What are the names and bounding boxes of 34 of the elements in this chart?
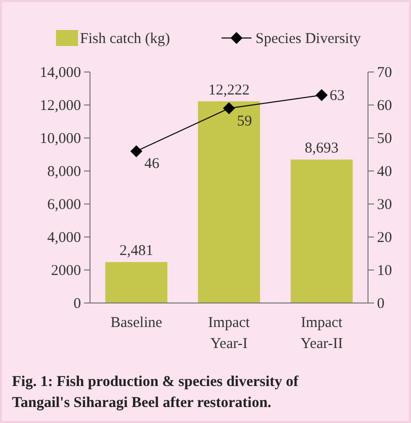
legend-label: Fish catch (kg)	[80, 31, 170, 47]
data-label: 59	[237, 113, 252, 130]
y2-tick-label: 10	[377, 263, 392, 279]
y-tick-label: 8,000	[47, 164, 81, 180]
y-tick-label: 12,000	[40, 98, 81, 114]
y-tick-label: 6,000	[47, 197, 81, 213]
y2-tick-label: 40	[377, 164, 392, 180]
y-tick-label: 2000	[51, 263, 81, 279]
point	[316, 89, 328, 102]
bar	[198, 101, 260, 303]
data-label: 63	[330, 88, 345, 104]
y-tick-label: 0	[74, 296, 81, 312]
bar	[290, 160, 353, 303]
data-label: 2,481	[119, 243, 154, 260]
y-tick-label: 10,000	[40, 131, 81, 147]
data-label: 12,222	[208, 82, 250, 98]
x-tick-label: Impact Year-II	[300, 315, 344, 352]
point	[223, 102, 235, 114]
y2-tick-label: 60	[377, 98, 392, 114]
y2-tick-label: 50	[377, 131, 392, 147]
point	[130, 145, 142, 158]
y2-tick-label: 30	[377, 197, 392, 213]
x-tick-label: Impact Year-I	[208, 315, 251, 352]
y2-tick-label: 70	[377, 65, 392, 81]
data-label: 8,693	[304, 140, 339, 157]
legend-label: Species Diversity	[256, 31, 362, 47]
bar	[105, 262, 168, 303]
x-tick-label: Baseline	[110, 315, 162, 331]
y-tick-label: 14,000	[40, 65, 81, 81]
y2-tick-label: 0	[377, 296, 384, 312]
data-label: 46	[144, 156, 160, 172]
text: Fig. 1: Fish production & species diversity of Tangail's Siharagi Beel after restoration.	[12, 374, 300, 411]
y-tick-label: 4,000	[47, 230, 81, 246]
y2-tick-label: 20	[377, 230, 392, 246]
